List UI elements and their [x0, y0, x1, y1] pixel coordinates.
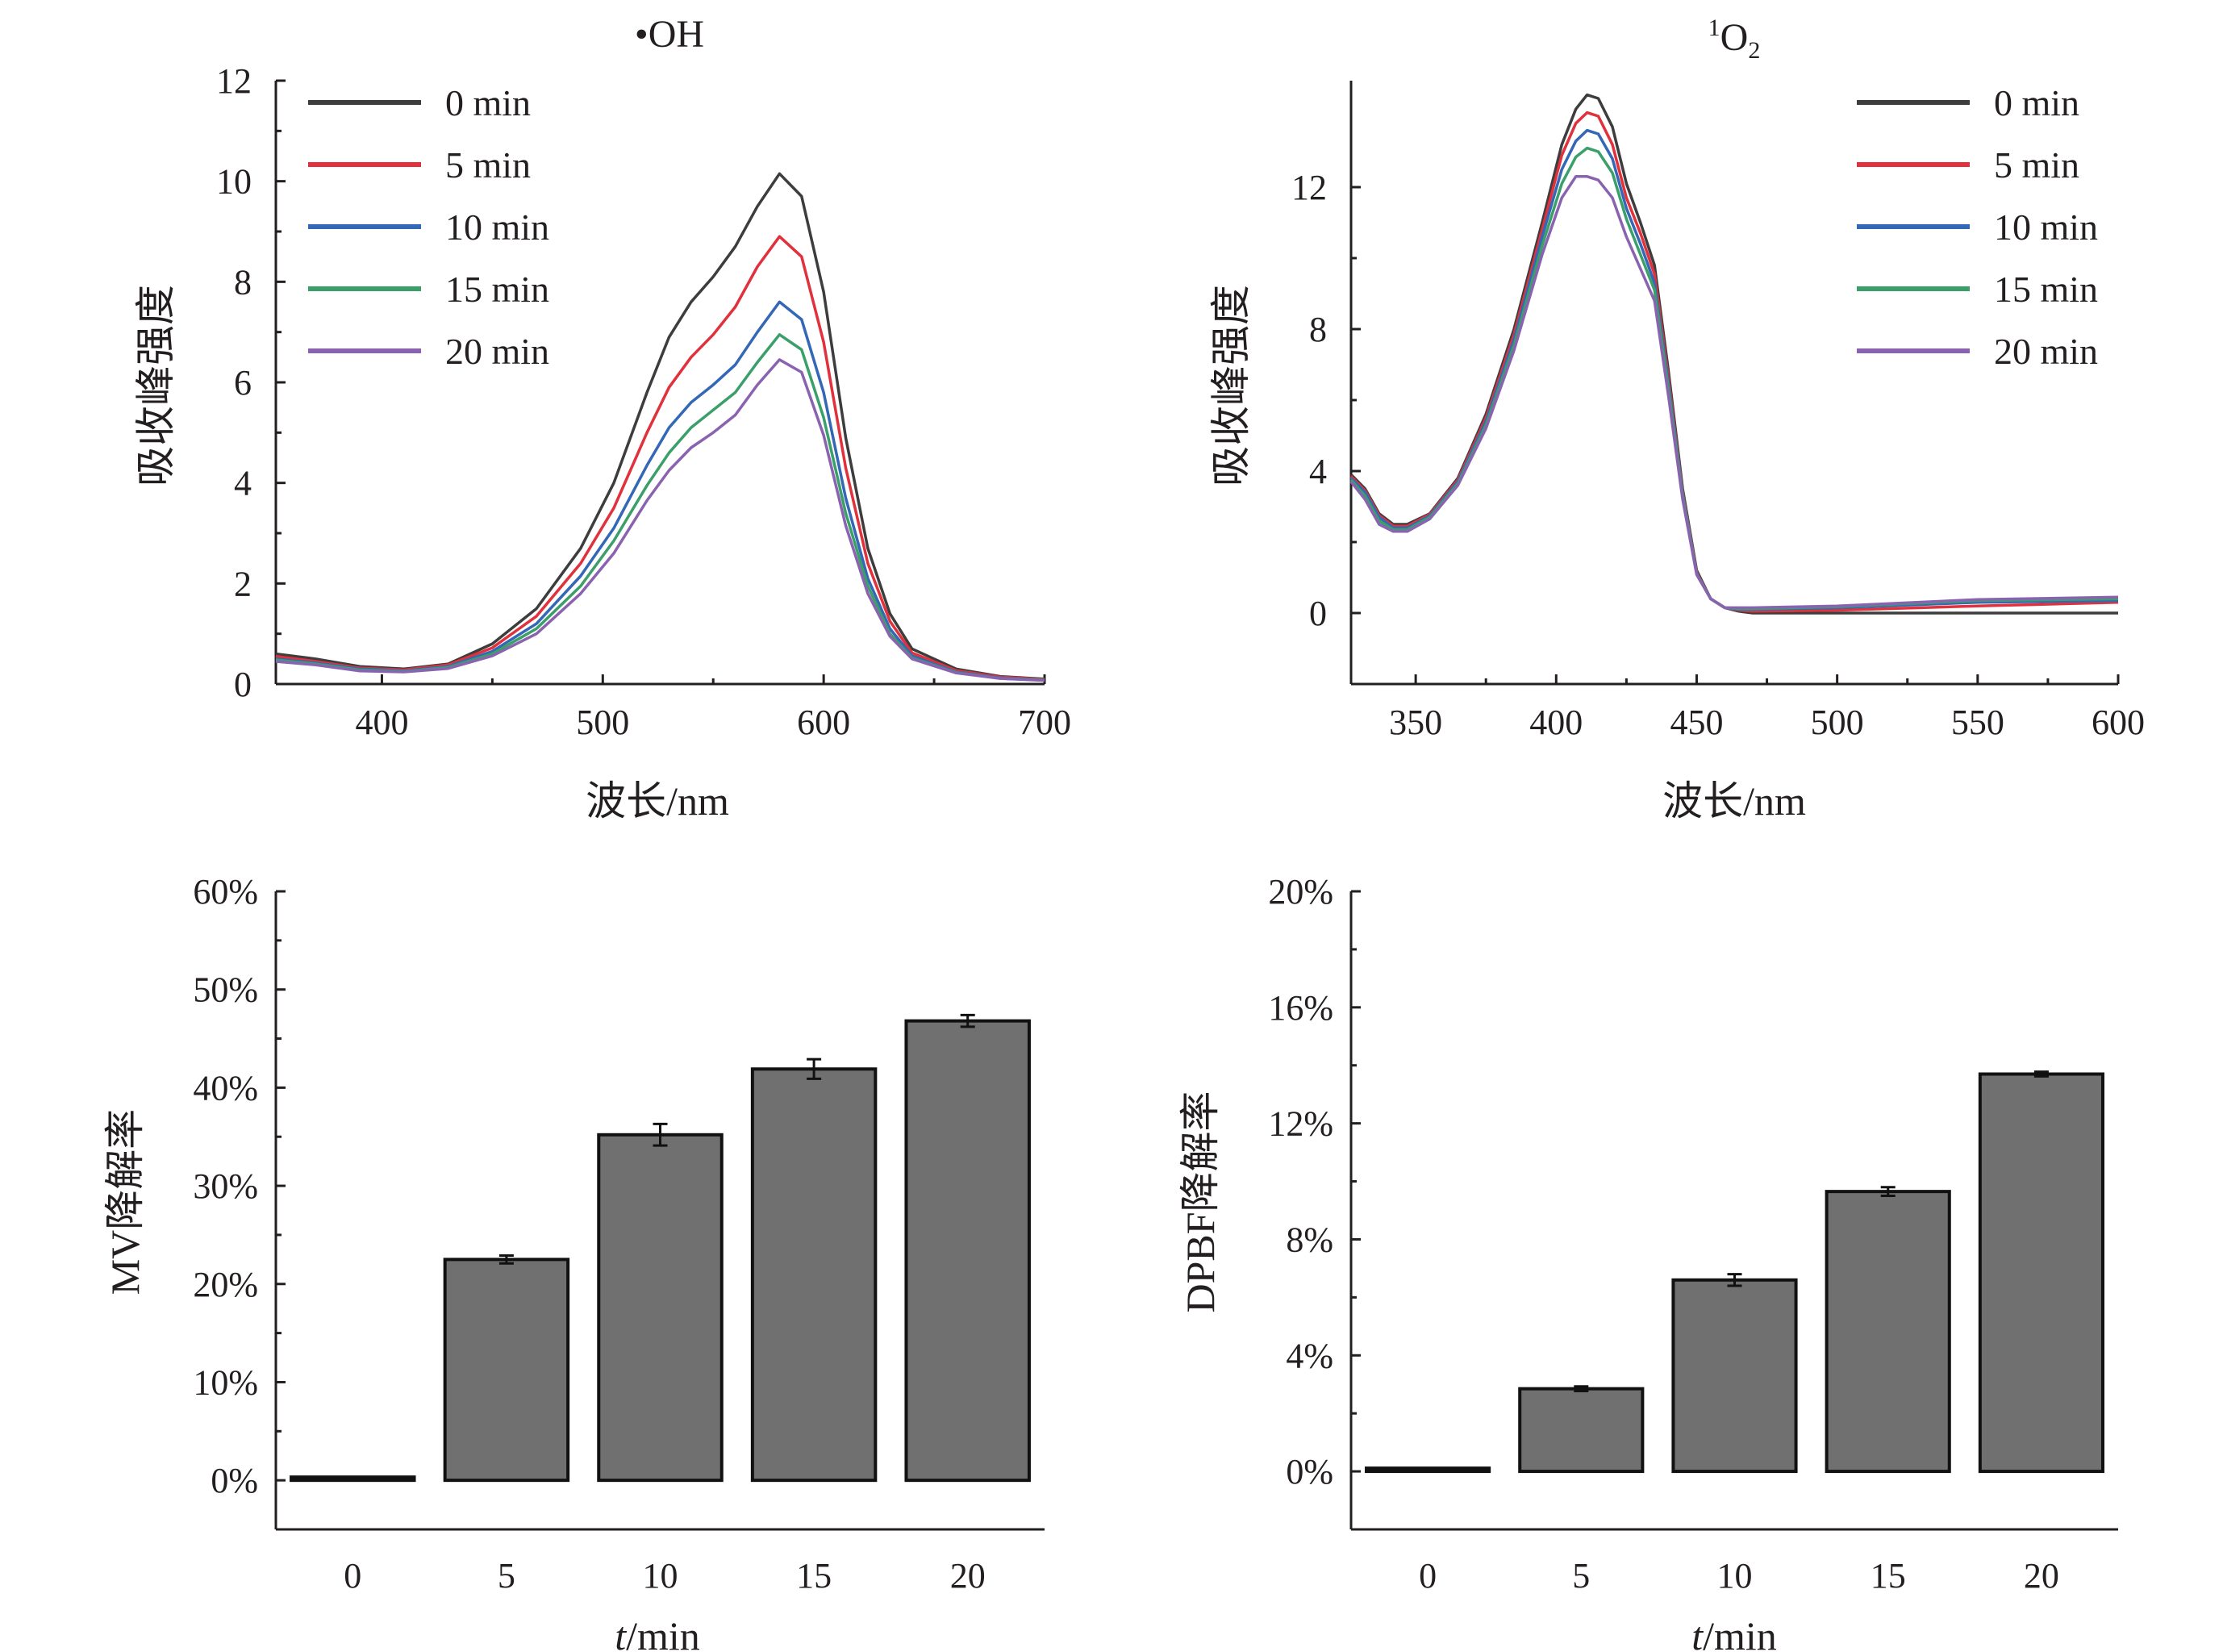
x-tick-label: 15 [796, 1556, 832, 1596]
x-tick-label: 450 [1670, 703, 1723, 742]
series-line-0-min [275, 172, 1045, 681]
bar-15-min [750, 1067, 878, 1483]
legend-label: 0 min [445, 82, 531, 123]
x-tick-label: 700 [1018, 703, 1071, 742]
x-tick-label: 10 [1717, 1556, 1753, 1596]
y-tick-label: 2 [234, 564, 252, 603]
bar-20-min [1978, 1072, 2104, 1474]
x-axis-label-mv: t/min [615, 1613, 700, 1652]
y-axis-label-dpbf: DPBF降解率 [1178, 1091, 1223, 1312]
y-tick-label: 0 [234, 665, 252, 704]
plot-area-mv [290, 1013, 1031, 1483]
legend-label: 15 min [1994, 269, 2098, 310]
y-axis-label-1o2: 吸收峰强度 [1208, 285, 1253, 486]
y-tick-label: 12 [1291, 168, 1327, 207]
legend-label: 10 min [445, 206, 549, 248]
legend-label: 10 min [1994, 206, 2098, 248]
panel-1o2-spectra: 1O2 波长/nm 吸收峰强度 350 400 450 500 550 60004812 … [1208, 15, 2145, 824]
y-tick-label: 30% [193, 1166, 258, 1206]
axes-oh: 400 500 600 700 0 2 4 6 8 10 12 [216, 61, 1071, 742]
y-tick-label: 50% [193, 970, 258, 1010]
x-tick-label: 20 [2024, 1556, 2059, 1596]
y-axis-label-mv: MV降解率 [102, 1109, 148, 1295]
y-tick-label: 20% [193, 1265, 258, 1304]
legend-label: 0 min [1994, 82, 2079, 123]
x-axis-label-oh: 波长/nm [586, 778, 729, 824]
series-line-20-min [1349, 175, 2119, 610]
x-tick-label: 400 [355, 703, 408, 742]
x-tick-label: 500 [576, 703, 629, 742]
y-tick-label: 16% [1268, 988, 1333, 1028]
y-tick-label: 12 [216, 61, 252, 101]
bar-5-min [443, 1258, 570, 1483]
y-tick-label: 0% [211, 1461, 258, 1500]
y-tick-label: 0 [1309, 594, 1327, 633]
x-tick-label: 400 [1529, 703, 1583, 742]
axes-1o2: 350 400 450 500 550 600 0 4 8 12 [1291, 81, 2145, 742]
y-tick-label: 4 [1309, 452, 1327, 491]
x-tick-label: 600 [2092, 703, 2145, 742]
y-tick-label: 4% [1286, 1336, 1333, 1375]
y-tick-label: 8% [1286, 1220, 1333, 1259]
x-tick-label: 20 [950, 1556, 986, 1596]
axes-dpbf: 0% 4% 8% 12% 16% 20% 0 5 10 15 20 [1268, 872, 2118, 1596]
title-sup: 1 [1708, 15, 1720, 41]
plot-area-1o2 [1349, 93, 2119, 615]
x-tick-label: 350 [1389, 703, 1442, 742]
bar-20-min [904, 1019, 1031, 1483]
bar-10-min [597, 1133, 724, 1483]
y-axis-label-oh: 吸收峰强度 [133, 285, 178, 486]
panel-mv-degradation: t/min MV降解率 0% 10% 20% 30% 40% 50% 60% 0 5 10 15 20 [102, 872, 1045, 1652]
x-tick-label: 0 [344, 1556, 361, 1596]
y-tick-label: 20% [1268, 872, 1333, 912]
legend-oh: 0 min 5 min 10 min 15 min 20 min [308, 82, 549, 372]
bar-5-min [1518, 1387, 1645, 1474]
plot-area-dpbf [1365, 1070, 2104, 1474]
x-tick-label: 550 [1951, 703, 2004, 742]
y-tick-label: 40% [193, 1068, 258, 1108]
y-tick-label: 12% [1268, 1104, 1333, 1144]
title-sub: 2 [1748, 37, 1760, 64]
x-tick-label: 500 [1811, 703, 1864, 742]
chart-title-oh: •OH [635, 13, 704, 56]
y-tick-label: 4 [234, 464, 252, 503]
legend-label: 15 min [445, 269, 549, 310]
series-line-15-min [275, 333, 1045, 682]
series-line-20-min [275, 358, 1045, 682]
chart-title-1o2: 1O2 [1708, 15, 1761, 64]
bar-15-min [1825, 1190, 1951, 1474]
y-tick-label: 0% [1286, 1452, 1333, 1491]
x-tick-label: 0 [1419, 1556, 1437, 1596]
y-tick-label: 8 [1309, 310, 1327, 349]
bar-0-min [290, 1475, 416, 1483]
panel-dpbf-degradation: t/min DPBF降解率 0% 4% 8% 12% 16% 20% 0 5 10 15 20 [1178, 872, 2118, 1652]
x-tick-label: 10 [643, 1556, 678, 1596]
x-axis-label-1o2: 波长/nm [1662, 778, 1806, 824]
x-tick-label: 5 [498, 1556, 515, 1596]
panel-oh-spectra: •OH 波长/nm 吸收峰强度 400 500 600 700 0 2 4 6 8 10 12 0 … [133, 13, 1071, 824]
y-tick-label: 10% [193, 1362, 258, 1402]
axes-mv: 0% 10% 20% 30% 40% 50% 60% 0 5 10 15 20 [193, 872, 1045, 1596]
legend-1o2: 0 min 5 min 10 min 15 min 20 min [1857, 82, 2098, 372]
bar-10-min [1671, 1278, 1798, 1474]
legend-label: 5 min [445, 144, 531, 186]
x-tick-label: 5 [1572, 1556, 1590, 1596]
y-tick-label: 6 [234, 363, 252, 403]
x-tick-label: 15 [1871, 1556, 1906, 1596]
x-tick-label: 600 [797, 703, 850, 742]
legend-label: 20 min [445, 331, 549, 372]
plot-area-oh [275, 172, 1045, 682]
series-line-5-min [275, 235, 1045, 682]
y-tick-label: 8 [234, 262, 252, 302]
y-tick-label: 10 [216, 162, 252, 202]
y-tick-label: 60% [193, 872, 258, 912]
x-axis-label-dpbf: t/min [1691, 1613, 1777, 1652]
bar-0-min [1365, 1466, 1491, 1474]
legend-label: 20 min [1994, 331, 2098, 372]
title-main: O [1720, 16, 1749, 59]
legend-label: 5 min [1994, 144, 2079, 186]
